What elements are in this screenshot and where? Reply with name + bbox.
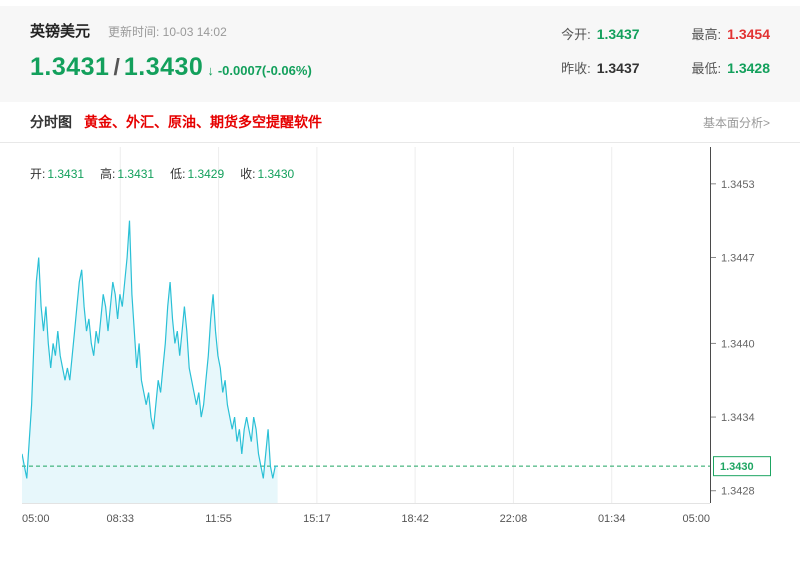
page: 英镑美元 更新时间: 10-03 14:02 1.3431 / 1.3430 ↓… <box>0 6 800 537</box>
intraday-chart: 开: 1.3431 高: 1.3431 低: 1.3429 收: 1.3430 1.34… <box>0 143 800 537</box>
stat-prev-close: 昨收: 1.3437 <box>561 60 640 76</box>
tab-intraday[interactable]: 分时图 <box>30 114 72 130</box>
x-axis-label: 18:42 <box>401 513 429 525</box>
x-axis-label: 22:08 <box>500 513 528 525</box>
fundamental-analysis-link[interactable]: 基本面分析> <box>702 115 770 130</box>
chart-tab-bar: 分时图 黄金、外汇、原油、期货多空提醒软件 基本面分析> <box>0 102 800 143</box>
x-axis-label: 08:33 <box>107 513 135 525</box>
quote-header: 英镑美元 更新时间: 10-03 14:02 1.3431 / 1.3430 ↓… <box>0 6 800 102</box>
current-price-second: 1.3430 <box>123 53 204 81</box>
legend-close: 收: 1.3430 <box>240 167 295 181</box>
stat-open: 今开: 1.3437 <box>561 26 640 42</box>
intraday-chart-svg: 1.3453 1.3447 1.3440 1.3434 1.3428 1.3430 05:0… <box>22 147 771 525</box>
price-separator: / <box>113 54 120 80</box>
legend-high: 高: 1.3431 <box>100 167 155 181</box>
quote-stats: 今开: 1.3437 最高: 1.3454 昨收: 1.3437 最低: 1.3428 <box>561 24 770 77</box>
ohlc-legend: 开: 1.3431 高: 1.3431 低: 1.3429 收: 1.3430 <box>30 165 294 182</box>
x-axis-label: 11:55 <box>205 513 232 525</box>
y-axis-label: 1.3434 <box>721 412 755 424</box>
update-time: 更新时间: 10-03 14:02 <box>108 25 227 39</box>
x-axis-label: 05:00 <box>22 513 50 525</box>
y-axis-label: 1.3447 <box>721 252 755 264</box>
legend-open: 开: 1.3431 <box>30 167 85 181</box>
x-axis-label: 15:17 <box>303 513 331 525</box>
stat-high: 最高: 1.3454 <box>691 26 770 42</box>
price-area-fill <box>22 220 278 503</box>
current-price-tag-box <box>713 456 771 477</box>
legend-low: 低: 1.3429 <box>170 167 225 181</box>
x-axis-label: 05:00 <box>682 513 710 525</box>
y-axis-label: 1.3440 <box>721 338 755 350</box>
current-price-main: 1.3431 <box>30 53 110 81</box>
promo-link[interactable]: 黄金、外汇、原油、期货多空提醒软件 <box>84 114 322 130</box>
y-axis-label: 1.3428 <box>721 486 755 498</box>
price-change: -0.0007(-0.06%) <box>217 63 312 78</box>
stat-low: 最低: 1.3428 <box>691 60 770 76</box>
y-axis-label: 1.3453 <box>721 179 755 191</box>
instrument-title: 英镑美元 <box>30 23 91 40</box>
current-price-tag: 1.3430 <box>720 461 754 473</box>
x-axis-label: 01:34 <box>598 513 626 525</box>
down-arrow-icon: ↓ <box>207 63 214 78</box>
price-line <box>22 220 278 479</box>
